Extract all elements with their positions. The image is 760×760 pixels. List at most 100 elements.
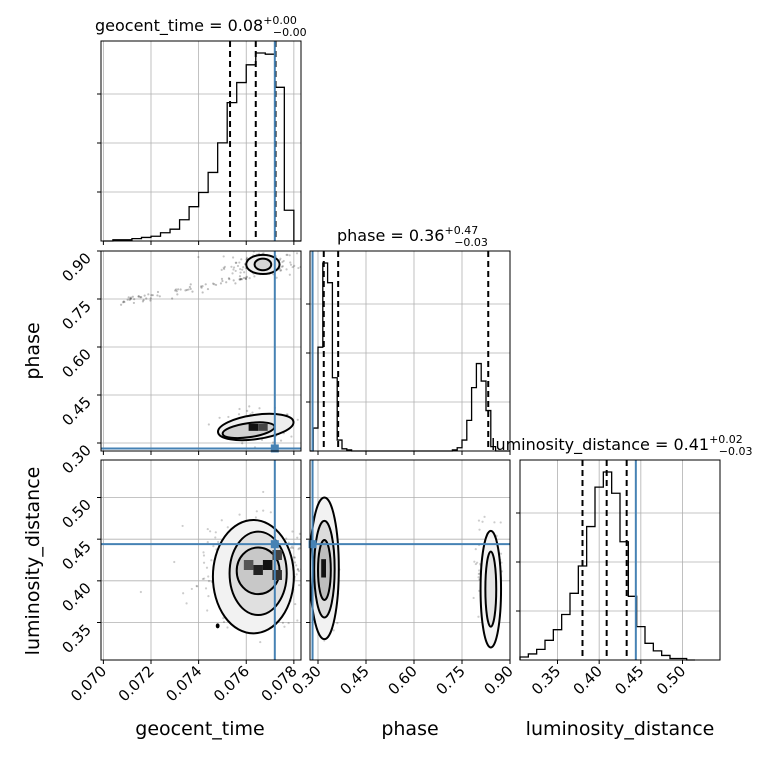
title-luminosity-distance: luminosity_distance = 0.41+0.02 −0.03: [491, 433, 753, 458]
panel-frame: [100, 459, 302, 661]
sample-dot: [288, 273, 291, 276]
sample-dot: [476, 561, 479, 564]
tick-label-x: 0.072: [115, 662, 158, 705]
sample-dot: [240, 258, 243, 261]
sample-dot: [293, 264, 296, 267]
sample-dot: [302, 579, 304, 581]
sample-dot: [281, 260, 284, 264]
panel-frame: [100, 250, 302, 452]
tick-label-x: 0.40: [570, 662, 606, 698]
sample-dot: [238, 275, 242, 278]
sample-dot: [206, 541, 209, 544]
sample-dot: [287, 621, 290, 625]
sample-dot: [279, 269, 282, 272]
tick-label-x: 0.35: [528, 662, 564, 698]
sample-dot: [296, 418, 299, 421]
sample-dot: [133, 298, 136, 301]
sample-dot: [297, 548, 300, 551]
sample-dot: [291, 265, 294, 269]
sample-dot: [141, 300, 145, 303]
sample-dot: [269, 511, 272, 514]
sample-dot: [285, 268, 288, 271]
sample-dot: [222, 620, 226, 624]
sample-dot: [197, 255, 200, 259]
sample-dot: [237, 413, 241, 416]
sample-dot: [222, 266, 225, 269]
sample-dot: [225, 281, 228, 284]
sample-dot: [477, 615, 480, 618]
sample-dot: [220, 277, 224, 280]
sample-dot: [218, 416, 221, 419]
sample-dot: [214, 283, 218, 287]
sample-dot: [176, 293, 179, 296]
density-cell: [272, 570, 282, 580]
sample-dot: [219, 282, 223, 285]
sample-dot: [297, 569, 300, 573]
panel-frames: [100, 40, 721, 661]
sample-dot: [206, 609, 209, 612]
sample-dot: [234, 269, 237, 273]
sample-dot: [143, 294, 146, 297]
sample-dot: [232, 266, 236, 269]
sample-dot: [290, 435, 293, 438]
sample-dot: [238, 513, 241, 516]
sample-dot: [190, 587, 193, 591]
sample-dot: [212, 545, 215, 548]
truth-marker: [308, 540, 317, 549]
sample-dot: [262, 509, 265, 512]
tick-label-y: 0.35: [58, 621, 94, 657]
xlabel-geocent-time: geocent_time: [135, 718, 264, 740]
sample-dot: [493, 521, 496, 524]
sample-dot: [239, 268, 242, 271]
sample-dot: [295, 564, 298, 567]
sample-dot: [296, 619, 299, 622]
density-cell: [253, 565, 263, 575]
sample-dot: [253, 275, 256, 278]
panel-frame: [519, 459, 721, 661]
sample-dot: [235, 261, 238, 264]
sample-dot: [202, 551, 205, 554]
sample-dot: [189, 283, 192, 286]
gridlines: [101, 41, 720, 660]
sample-dot: [280, 265, 284, 268]
sample-dot: [127, 296, 130, 299]
sample-dot: [196, 585, 199, 588]
tick-label-y: 0.45: [58, 537, 94, 573]
density-cell: [258, 423, 268, 431]
tick-label-x: 0.45: [336, 662, 372, 698]
sample-dot: [285, 537, 288, 540]
sample-dot: [279, 257, 282, 260]
sample-dot: [137, 295, 140, 298]
sample-dot: [234, 282, 237, 285]
density-cell: [272, 550, 282, 560]
sample-dot: [228, 278, 231, 281]
sample-dot: [295, 252, 299, 255]
sample-dot: [238, 261, 241, 264]
sample-dot: [158, 295, 161, 298]
sample-dot: [217, 540, 220, 544]
sample-dot: [187, 288, 190, 291]
sample-dot: [285, 253, 288, 256]
sample-dot: [243, 271, 246, 274]
sample-dot: [140, 296, 143, 299]
sample-dot: [222, 617, 225, 620]
density-cell: [321, 559, 326, 578]
sample-dot: [241, 268, 244, 271]
sample-dot: [226, 626, 229, 629]
sample-dot: [142, 299, 145, 302]
tick-label-y: 0.90: [58, 249, 94, 285]
contour-level: [215, 623, 220, 629]
tick-label-x: 0.60: [384, 662, 420, 698]
density-cell: [262, 560, 273, 570]
sample-dot: [207, 595, 210, 598]
sample-dot: [499, 552, 503, 555]
sample-dot: [245, 256, 249, 259]
sample-dot: [221, 279, 224, 283]
sample-dot: [202, 561, 206, 564]
sample-dot: [184, 289, 187, 292]
sample-dot: [298, 547, 301, 550]
sample-dot: [481, 520, 484, 523]
sample-dot: [262, 490, 265, 494]
